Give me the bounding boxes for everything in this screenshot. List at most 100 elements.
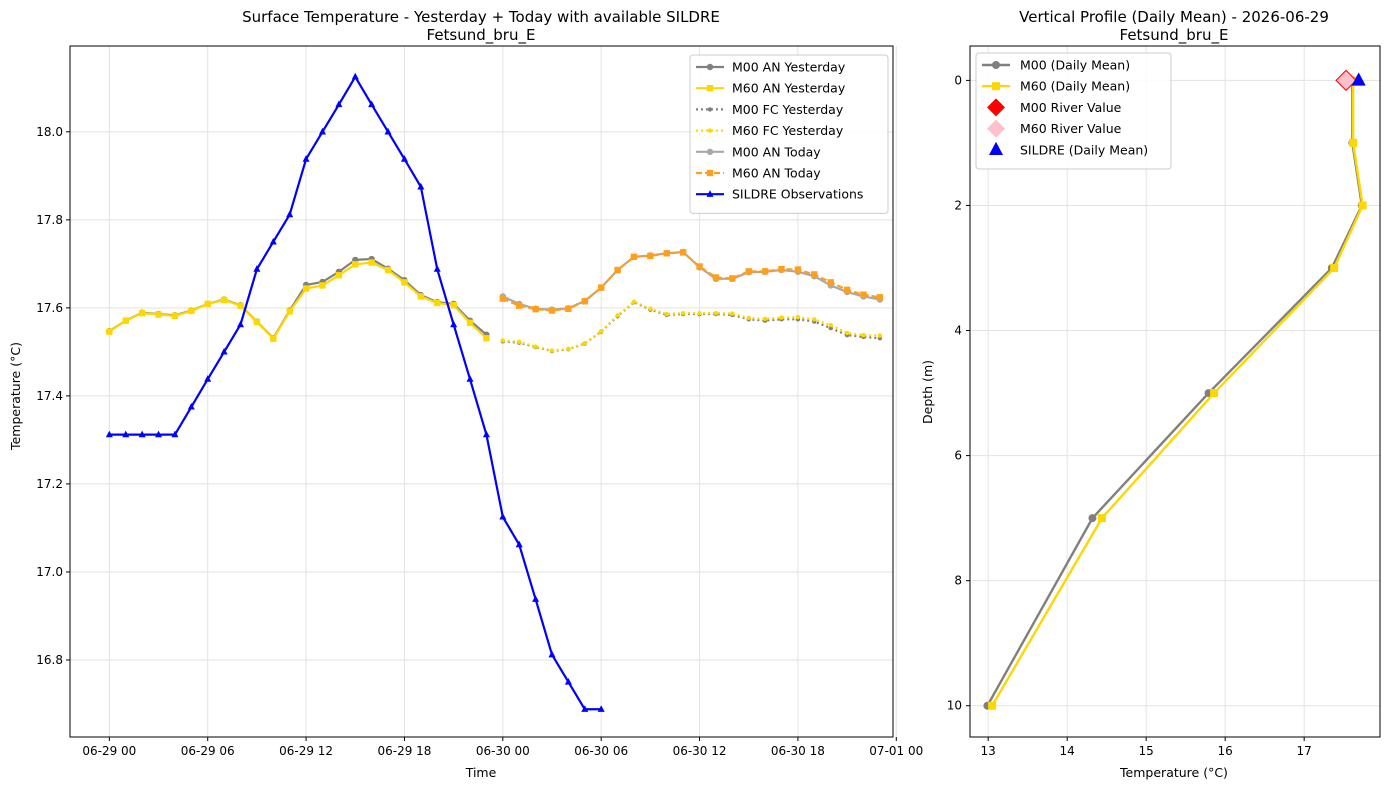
data-point [466, 375, 474, 382]
data-point [631, 299, 637, 304]
data-point [762, 316, 768, 322]
y-tick-label: 4 [954, 324, 962, 338]
data-point [335, 272, 343, 279]
legend-marker [987, 119, 1005, 138]
series-line [109, 75, 602, 711]
left-y-axis-label: Temperature (°C) [8, 342, 23, 451]
data-point [713, 310, 719, 316]
legend-marker [706, 85, 714, 92]
data-point [548, 307, 556, 314]
y-tick-label: 17.6 [36, 301, 63, 315]
data-point [499, 512, 507, 520]
legend-marker [987, 98, 1005, 117]
left-x-axis-label: Time [465, 765, 497, 780]
data-point [188, 307, 195, 315]
legend-box [975, 52, 1172, 170]
y-tick-label: 17.0 [36, 565, 63, 579]
right-x-axis-label: Temperature (°C) [1119, 765, 1228, 780]
data-point [499, 295, 507, 302]
data-point [597, 284, 605, 291]
y-tick-label: 0 [954, 73, 962, 87]
data-point [549, 348, 555, 353]
x-tick-label: 06-29 18 [377, 744, 431, 758]
data-point [286, 210, 294, 218]
data-point [220, 347, 228, 355]
x-tick-label: 14 [1060, 744, 1075, 758]
data-point [680, 310, 686, 316]
x-tick-label: 06-29 06 [181, 744, 235, 758]
data-point [794, 266, 802, 273]
data-point [779, 315, 784, 320]
y-tick-label: 18.0 [36, 125, 63, 139]
data-point [220, 296, 228, 304]
data-point [696, 263, 703, 270]
data-point [122, 430, 130, 438]
y-tick-label: 17.4 [36, 389, 63, 403]
legend-entry: M00 AN Yesterday [696, 60, 846, 75]
data-point [253, 318, 261, 326]
series-line [986, 80, 1364, 707]
data-point [302, 285, 310, 292]
legend-marker [706, 169, 714, 177]
data-point [417, 293, 425, 300]
legend-label: SILDRE Observations [732, 187, 863, 202]
data-point [466, 319, 474, 327]
data-point [548, 650, 556, 658]
data-point [877, 333, 883, 338]
data-point [237, 320, 245, 328]
data-point [433, 265, 441, 272]
data-point [1330, 263, 1339, 272]
data-point [730, 311, 735, 316]
legend-marker [992, 82, 1000, 91]
x-tick-label: 06-29 00 [82, 744, 136, 758]
data-point [318, 127, 326, 135]
data-point [483, 335, 490, 342]
data-point [712, 274, 720, 281]
right-chart-title: Vertical Profile (Daily Mean) - 2026-06-… [1019, 8, 1329, 26]
data-point [746, 315, 751, 321]
legend-label: M60 River Value [1020, 121, 1122, 136]
x-tick-label: 15 [1139, 744, 1154, 758]
data-point [729, 275, 736, 282]
x-tick-label: 06-30 18 [771, 744, 825, 758]
data-point [843, 286, 851, 294]
data-point [105, 430, 113, 438]
x-tick-label: 13 [981, 744, 996, 758]
data-point [122, 317, 129, 324]
data-point [270, 335, 277, 342]
data-point [630, 253, 638, 261]
legend-label: M60 AN Today [732, 166, 821, 181]
data-point [876, 294, 884, 301]
legend-entry: M00 AN Today [696, 144, 821, 159]
vertical-profile-chart: Vertical Profile (Daily Mean) - 2026-06-… [920, 8, 1381, 780]
legend-entry: SILDRE (Daily Mean) [989, 141, 1148, 157]
y-tick-label: 17.2 [36, 477, 63, 491]
data-point [761, 268, 769, 275]
data-point [582, 340, 587, 346]
data-point [204, 300, 211, 308]
y-tick-label: 10 [947, 699, 962, 713]
x-tick-label: 17 [1297, 744, 1312, 758]
left-legend: M00 AN Yesterday M60 AN Yesterday M00 FC Y… [689, 54, 889, 214]
data-point [335, 100, 343, 108]
legend-entry: M60 River Value [987, 119, 1122, 138]
series-line [108, 261, 488, 340]
data-point [401, 279, 408, 286]
data-point [648, 306, 653, 311]
data-point [532, 305, 539, 313]
data-point [828, 322, 833, 328]
data-point [138, 430, 146, 438]
data-point [155, 430, 163, 438]
data-point [417, 182, 425, 190]
data-point [1351, 72, 1366, 86]
data-point [351, 72, 359, 80]
legend-box [689, 54, 889, 214]
legend-entry: M00 FC Yesterday [696, 102, 844, 117]
data-point [253, 265, 261, 272]
data-point [138, 309, 146, 317]
data-point [434, 299, 441, 307]
series-m60-an-yesterday [106, 259, 490, 342]
legend-marker [707, 128, 713, 133]
series-sildre-daily-mean [1351, 72, 1366, 86]
data-point [533, 344, 538, 349]
